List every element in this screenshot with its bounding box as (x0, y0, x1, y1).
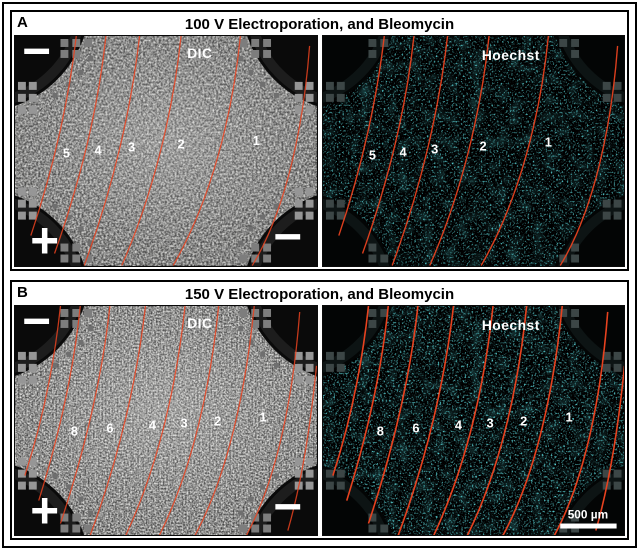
zone-label: 6 (412, 420, 419, 435)
zone-label: 3 (431, 142, 438, 157)
zone-label: 5 (368, 148, 375, 163)
zone-label: 2 (479, 139, 486, 154)
zone-label: 1 (260, 409, 267, 424)
contour-lines (337, 36, 618, 266)
zone-label: 2 (177, 137, 184, 152)
dic-micrograph-a: DIC 5 4 3 2 1 − + − (15, 36, 317, 266)
panel-b-title: 150 V Electroporation, and Bleomycin (184, 285, 455, 303)
panel-a-letter: A (17, 14, 28, 31)
panel-a-images: DIC 5 4 3 2 1 − + − (14, 35, 625, 267)
panel-b: B 150 V Electroporation, and Bleomycin (10, 279, 629, 540)
contour-lines (24, 305, 317, 535)
zone-label: 3 (486, 415, 493, 430)
panel-a-hoechst-image: Hoechst 5 4 3 2 1 (321, 35, 625, 267)
zone-label: 6 (106, 420, 113, 435)
zone-labels: 8 6 4 3 2 1 (376, 409, 572, 438)
zone-label: 3 (128, 140, 135, 155)
minus-electrode-icon: − (273, 208, 302, 264)
zone-label: 4 (399, 145, 407, 160)
minus-electrode-icon: − (22, 306, 51, 349)
cell-texture (15, 36, 317, 266)
panel-a: A 100 V Electroporation, and Bleomycin (10, 10, 629, 271)
image-label: DIC (187, 314, 212, 330)
zone-label: 2 (520, 413, 527, 428)
zone-label: 1 (253, 133, 260, 148)
panel-b-dic-image: DIC 8 6 4 3 2 1 − + − (14, 304, 318, 536)
zone-label: 8 (71, 423, 78, 438)
panel-b-hoechst-image: Hoechst 8 6 4 3 2 1 500 µm (321, 304, 625, 536)
contour-lines (331, 305, 624, 535)
panel-b-header: B 150 V Electroporation, and Bleomycin (14, 284, 625, 305)
panel-b-letter: B (17, 283, 28, 301)
hoechst-micrograph-a: Hoechst 5 4 3 2 1 (322, 36, 624, 266)
panel-a-title: 100 V Electroporation, and Bleomycin (184, 16, 455, 33)
zone-label: 5 (63, 146, 70, 161)
panel-b-images: DIC 8 6 4 3 2 1 − + − (14, 304, 625, 536)
scale-bar-label: 500 µm (567, 507, 607, 521)
zone-label: 4 (454, 417, 462, 432)
image-label: Hoechst (481, 47, 539, 63)
minus-electrode-icon: − (22, 36, 51, 79)
zone-labels: 5 4 3 2 1 (63, 133, 260, 161)
minus-electrode-icon: − (273, 478, 302, 534)
hoechst-micrograph-b: Hoechst 8 6 4 3 2 1 500 µm (322, 305, 624, 535)
scale-bar: 500 µm (559, 507, 617, 529)
zone-label: 3 (180, 415, 187, 430)
plus-electrode-icon: + (30, 482, 59, 535)
nuclei-texture (322, 36, 624, 266)
panel-a-dic-image: DIC 5 4 3 2 1 − + − (14, 35, 318, 267)
plus-electrode-icon: + (30, 212, 59, 265)
image-label: Hoechst (481, 316, 539, 332)
zone-labels: 5 4 3 2 1 (368, 135, 551, 163)
zone-label: 4 (94, 143, 102, 158)
image-label: DIC (187, 45, 212, 61)
zone-label: 4 (149, 417, 157, 432)
zone-labels: 8 6 4 3 2 1 (71, 409, 267, 438)
zone-label: 8 (376, 423, 383, 438)
zone-label: 1 (544, 135, 551, 150)
scale-bar-line (559, 523, 617, 529)
zone-label: 2 (214, 413, 221, 428)
contour-lines (30, 36, 311, 266)
dic-micrograph-b: DIC 8 6 4 3 2 1 − + − (15, 305, 317, 535)
zone-label: 1 (565, 409, 572, 424)
panel-a-header: A 100 V Electroporation, and Bleomycin (14, 14, 625, 35)
